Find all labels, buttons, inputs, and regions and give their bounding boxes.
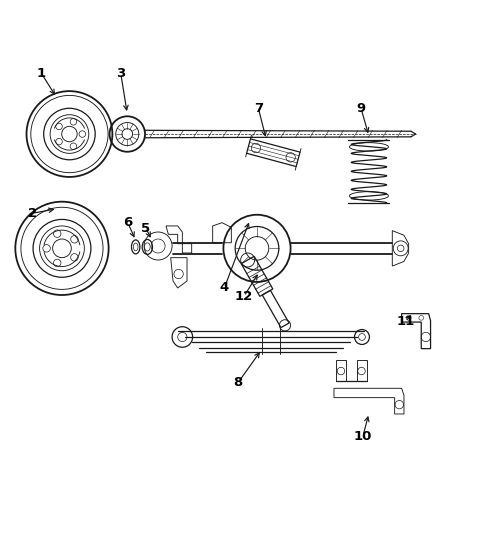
Text: 1: 1 xyxy=(37,67,46,80)
Text: 5: 5 xyxy=(141,222,151,235)
Text: 7: 7 xyxy=(254,102,263,115)
Text: 4: 4 xyxy=(220,282,229,294)
Text: 2: 2 xyxy=(28,207,36,220)
Text: 3: 3 xyxy=(116,67,125,80)
Text: 12: 12 xyxy=(235,290,253,303)
Text: 8: 8 xyxy=(234,376,243,389)
Text: 9: 9 xyxy=(356,102,365,115)
Text: 6: 6 xyxy=(123,216,132,229)
Text: 11: 11 xyxy=(396,315,415,328)
Text: 10: 10 xyxy=(354,430,372,443)
